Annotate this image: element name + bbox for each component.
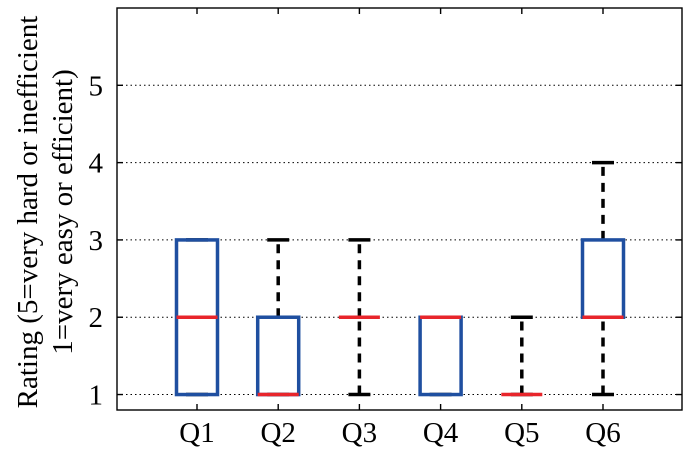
y-tick-label-2: 2 [89, 302, 104, 334]
whiskers [186, 160, 614, 397]
axis-ticks: 1 2 3 4 5 Q1 Q2 Q3 Q4 Q5 Q6 [89, 8, 682, 449]
box-Q4 [418, 315, 463, 397]
plot-area-frame [116, 7, 683, 411]
box-Q6 [580, 238, 626, 319]
x-tick-label-Q6: Q6 [585, 417, 620, 449]
y-axis-title-line-1: Rating (5=very hard or inefficient [12, 16, 44, 409]
medians [176, 315, 624, 397]
y-axis-title-line-2: 1=very easy or efficient) [47, 69, 79, 355]
x-tick-label-Q2: Q2 [260, 417, 295, 449]
y-tick-label-5: 5 [89, 70, 104, 102]
x-tick-label-Q3: Q3 [342, 417, 377, 449]
x-tick-label-Q5: Q5 [504, 417, 539, 449]
box-Q2 [255, 315, 301, 397]
x-tick-label-Q1: Q1 [179, 417, 214, 449]
y-tick-label-3: 3 [89, 225, 104, 257]
y-tick-label-1: 1 [89, 380, 104, 412]
y-tick-label-4: 4 [89, 148, 104, 180]
x-tick-label-Q4: Q4 [423, 417, 459, 449]
y-axis-title: Rating (5=very hard or inefficient 1=ver… [12, 16, 79, 409]
